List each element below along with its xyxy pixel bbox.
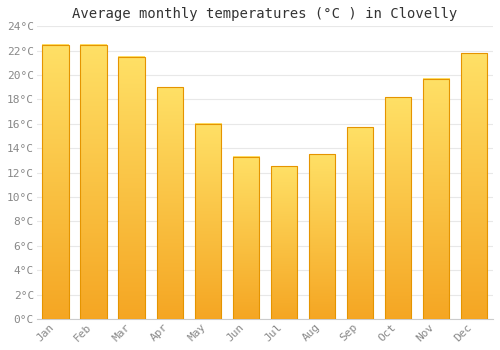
Bar — [80, 44, 107, 319]
Bar — [308, 154, 335, 319]
Bar — [422, 79, 450, 319]
Bar — [232, 157, 259, 319]
Bar — [194, 124, 221, 319]
Bar — [460, 53, 487, 319]
Bar — [270, 167, 297, 319]
Bar — [346, 127, 374, 319]
Bar — [42, 44, 69, 319]
Bar — [384, 97, 411, 319]
Title: Average monthly temperatures (°C ) in Clovelly: Average monthly temperatures (°C ) in Cl… — [72, 7, 458, 21]
Bar — [118, 57, 145, 319]
Bar — [156, 87, 183, 319]
